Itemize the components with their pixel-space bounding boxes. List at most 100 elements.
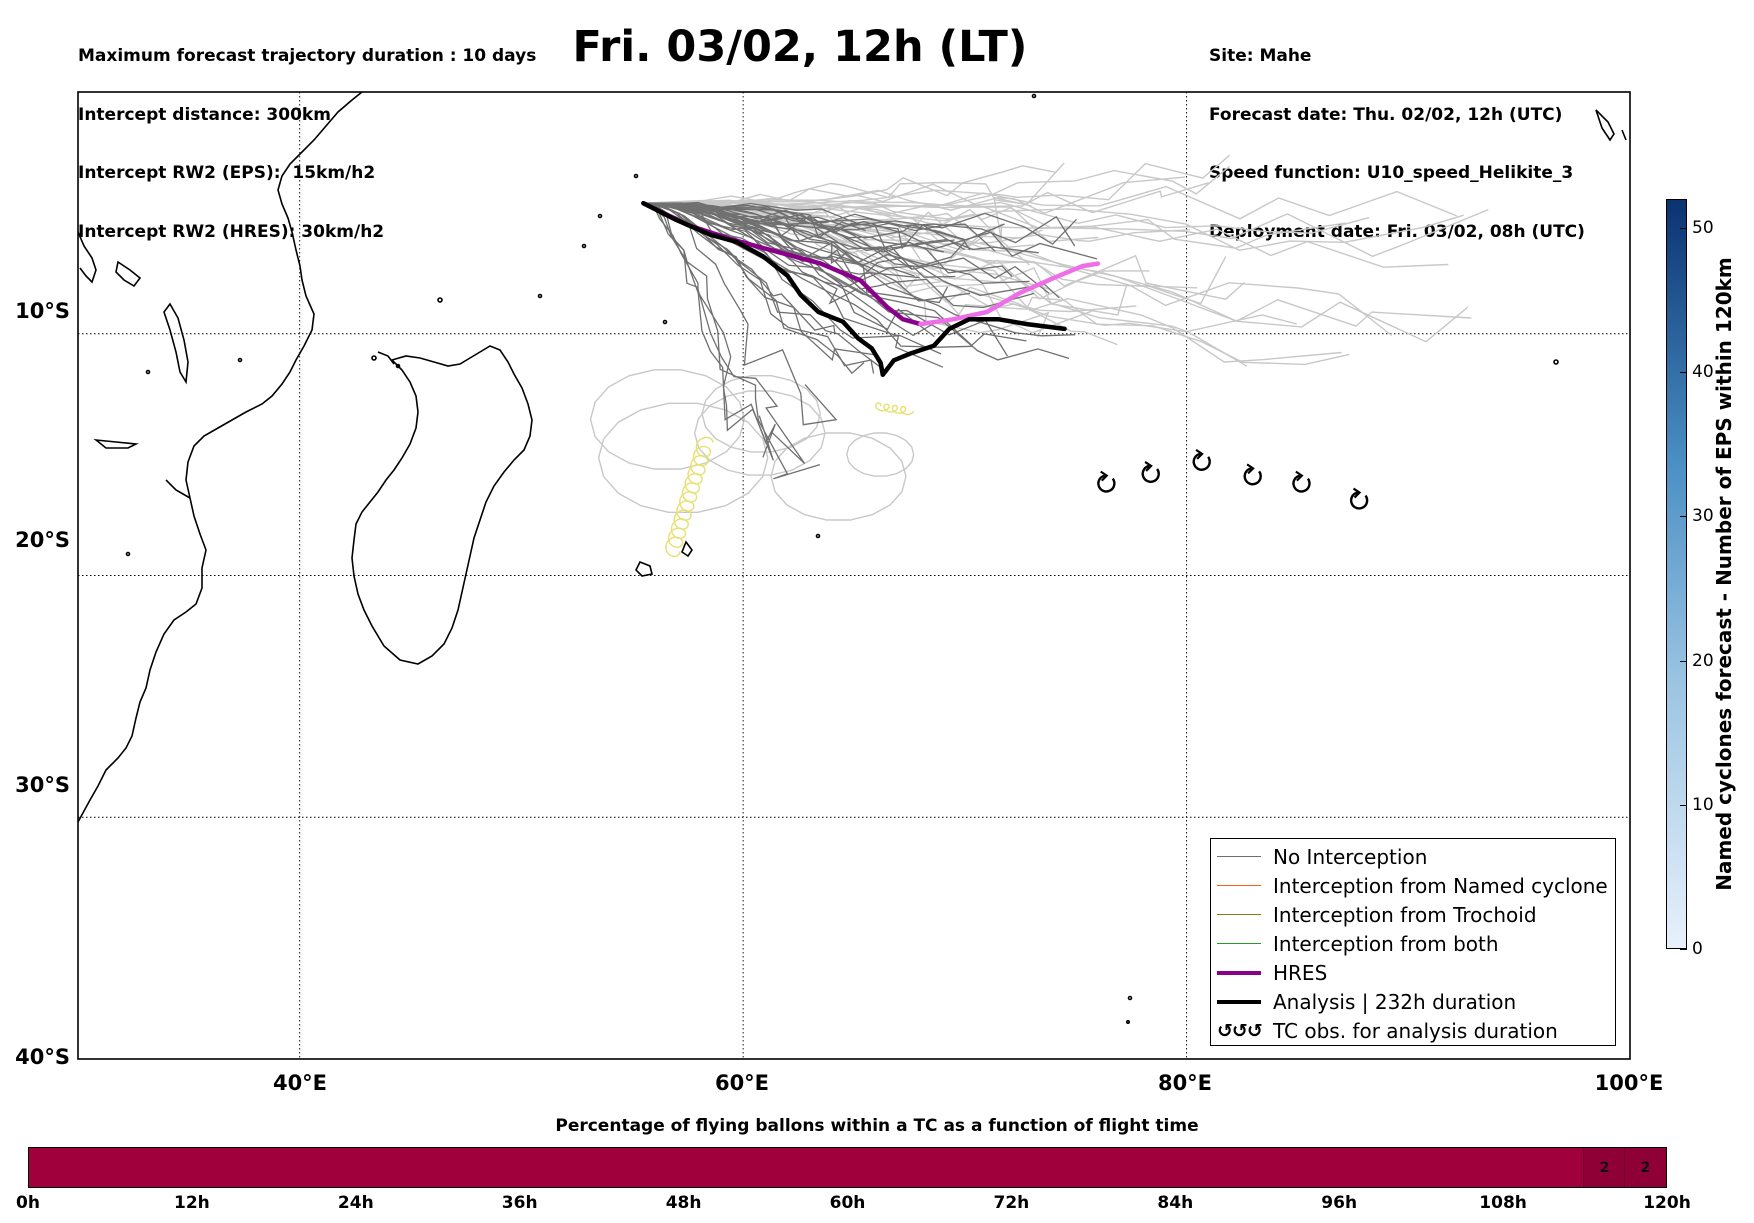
tc-observation-markers xyxy=(1097,448,1369,510)
colorbar-title-text: Named cyclones forecast - Number of EPS … xyxy=(1712,257,1736,891)
ensemble-track-dark xyxy=(643,202,836,334)
hour-label: 12h xyxy=(174,1193,210,1213)
site-info: Site: Mahe Forecast date: Thu. 02/02, 12… xyxy=(1209,8,1585,262)
ensemble-track-dark xyxy=(643,202,996,252)
legend-label: Interception from Trochoid xyxy=(1273,903,1537,927)
coastlines xyxy=(78,92,1627,1024)
legend-label: No Interception xyxy=(1273,845,1428,869)
ensemble-track-light xyxy=(643,200,1370,234)
tc-obs-arc xyxy=(1141,464,1160,483)
ensemble-track-light xyxy=(643,154,1231,206)
tc-obs-arrow xyxy=(1195,448,1204,460)
tc-obs-arrow xyxy=(1100,470,1109,482)
tc-obs-arc xyxy=(1349,491,1369,510)
tc-obs-arc xyxy=(1243,467,1262,486)
param-intercept-hres: Intercept RW2 (HRES): 30km/h2 xyxy=(78,221,385,242)
colorbar-tick-mark xyxy=(1680,227,1687,229)
ensemble-track-dark xyxy=(643,202,966,268)
tc-obs-icon xyxy=(1349,487,1369,510)
ensemble-track-dark xyxy=(643,202,1027,347)
legend-item-both: Interception from both xyxy=(1211,930,1615,959)
tc-obs-icon xyxy=(1292,470,1311,493)
ensemble-track-dark xyxy=(643,202,878,362)
page-title: Fri. 03/02, 12h (LT) xyxy=(572,22,1028,72)
legend-swatch xyxy=(1217,914,1261,915)
legend-item-named-cyclone: Interception from Named cyclone xyxy=(1211,872,1615,901)
ensemble-loop-light xyxy=(693,390,826,476)
lat-label-10s: 10°S xyxy=(15,299,70,323)
map-legend: No Interception Interception from Named … xyxy=(1210,838,1616,1046)
ensemble-loop-light xyxy=(846,432,915,477)
analysis-track[interactable] xyxy=(641,200,1067,378)
hres-track-late xyxy=(918,261,1101,327)
legend-item-no-interception: No Interception xyxy=(1211,843,1615,872)
colorbar-tick-label: 20 xyxy=(1692,650,1714,671)
percentage-cell: 2 xyxy=(1583,1148,1626,1187)
ensemble-loop-light xyxy=(597,402,769,513)
tc-obs-icon xyxy=(1141,461,1160,483)
colorbar-tick-label: 0 xyxy=(1692,939,1703,959)
hour-label: 24h xyxy=(337,1193,374,1213)
lon-label-60e: 60°E xyxy=(714,1071,770,1095)
lat-label-40s: 40°S xyxy=(15,1045,70,1069)
ensemble-loop-light xyxy=(701,375,821,453)
legend-item-analysis: Analysis | 232h duration xyxy=(1211,988,1615,1017)
tc-obs-icon: ↺↺↺ xyxy=(1217,1020,1263,1042)
ensemble-track-dark xyxy=(643,202,1030,284)
colorbar-tick-label: 30 xyxy=(1692,506,1714,527)
hour-label: 48h xyxy=(665,1193,702,1213)
legend-swatch xyxy=(1217,1000,1261,1004)
colorbar-tick-mark xyxy=(1680,516,1687,518)
ensemble-track-light xyxy=(643,201,1099,243)
legend-item-hres: HRES xyxy=(1211,959,1615,988)
lon-label-100e: 100°E xyxy=(1594,1071,1664,1095)
hour-label: 96h xyxy=(1321,1193,1358,1213)
ensemble-track-dark-south xyxy=(643,202,820,480)
colorbar-tick-label: 40 xyxy=(1692,362,1714,383)
legend-swatch xyxy=(1217,885,1261,886)
legend-label: Analysis | 232h duration xyxy=(1273,990,1517,1014)
trochoid-track xyxy=(665,436,714,558)
colorbar-tick-label: 10 xyxy=(1692,794,1714,815)
param-intercept-eps: Intercept RW2 (EPS): 15km/h2 xyxy=(78,163,376,183)
tc-obs-arrow xyxy=(1295,470,1304,482)
tc-obs-icon xyxy=(1243,463,1262,486)
legend-label: Interception from both xyxy=(1273,932,1499,956)
colorbar-tick-mark xyxy=(1680,372,1687,374)
ensemble-track-dark-south xyxy=(643,202,774,461)
legend-label: Interception from Named cyclone xyxy=(1273,874,1608,898)
hour-label: 0h xyxy=(16,1193,40,1213)
percentage-cell: 2 xyxy=(1624,1148,1666,1187)
colorbar-tick-label: 50 xyxy=(1692,217,1714,238)
trochoid-track-east xyxy=(874,402,915,416)
legend-item-trochoid: Interception from Trochoid xyxy=(1211,901,1615,930)
named-cyclones-colorbar xyxy=(1666,199,1687,949)
ensemble-track-dark xyxy=(643,202,1013,277)
tc-obs-icon xyxy=(1097,470,1116,493)
colorbar-tick-mark xyxy=(1680,949,1687,950)
legend-swatch xyxy=(1217,971,1261,975)
lon-label-80e: 80°E xyxy=(1157,1071,1213,1095)
site-name: Site: Mahe xyxy=(1209,46,1312,66)
ensemble-track-light xyxy=(643,185,1457,220)
legend-label: HRES xyxy=(1273,961,1328,985)
ensemble-track-dark xyxy=(643,202,944,368)
ensemble-track-dark xyxy=(643,202,865,375)
colorbar-tick-mark xyxy=(1680,660,1687,662)
tc-obs-arrow xyxy=(1352,487,1362,499)
colorbar-tick-mark xyxy=(1680,804,1687,806)
param-intercept-distance: Intercept distance: 300km xyxy=(78,104,331,125)
legend-swatch xyxy=(1217,943,1261,944)
lon-label-40e: 40°E xyxy=(272,1071,328,1095)
ensemble-track-dark xyxy=(643,201,965,251)
forecast-parameters: Maximum forecast trajectory duration : 1… xyxy=(78,8,536,262)
tc-obs-arrow xyxy=(1144,461,1153,472)
trochoid-loop-track xyxy=(665,402,915,558)
param-max-duration: Maximum forecast trajectory duration : 1… xyxy=(78,46,537,66)
ensemble-track-dark xyxy=(643,202,973,348)
legend-item-tc-obs: ↺↺↺ TC obs. for analysis duration xyxy=(1211,1017,1615,1046)
ensemble-track-dark xyxy=(643,202,880,367)
legend-label: TC obs. for analysis duration xyxy=(1273,1019,1558,1043)
